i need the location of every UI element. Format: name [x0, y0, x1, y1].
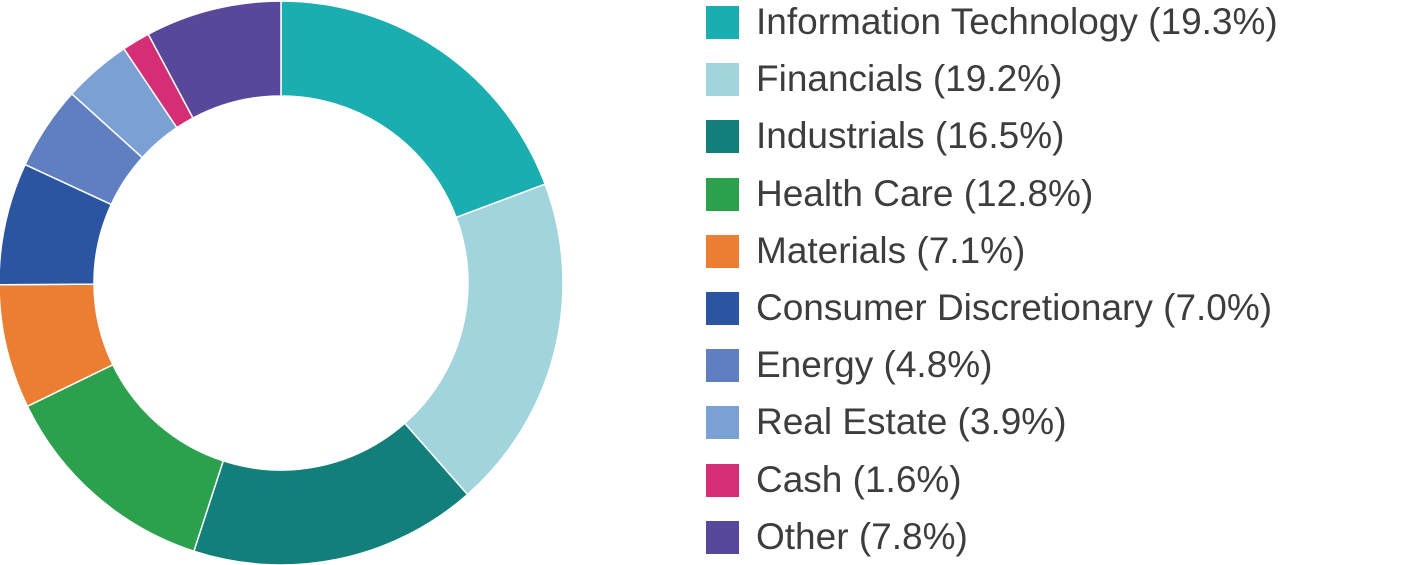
legend-label: Consumer Discretionary (7.0%)	[756, 287, 1273, 328]
legend-swatch	[706, 6, 739, 39]
legend-swatch	[706, 406, 739, 440]
legend-swatch	[706, 463, 739, 497]
legend-swatch	[706, 120, 739, 154]
legend-swatch	[706, 63, 739, 97]
legend-label: Real Estate (3.9%)	[756, 401, 1067, 443]
legend-swatch	[706, 292, 739, 325]
legend-swatch	[706, 520, 739, 554]
legend-label: Information Technology (19.3%)	[756, 1, 1278, 42]
legend-swatch	[706, 349, 739, 383]
legend-label: Energy (4.8%)	[756, 344, 993, 386]
legend-label: Financials (19.2%)	[756, 58, 1063, 100]
donut-slice	[147, 0, 282, 120]
donut-slice	[280, 0, 547, 219]
legend-swatch	[706, 234, 739, 268]
legend-label: Industrials (16.5%)	[756, 115, 1065, 157]
legend-label: Other (7.8%)	[756, 515, 968, 557]
donut-slice	[403, 183, 564, 496]
legend-swatch	[706, 177, 739, 211]
legend-label: Health Care (12.8%)	[756, 172, 1094, 214]
donut-chart	[0, 0, 564, 565]
legend-label: Materials (7.1%)	[756, 229, 1026, 271]
legend-label: Cash (1.6%)	[756, 458, 962, 500]
